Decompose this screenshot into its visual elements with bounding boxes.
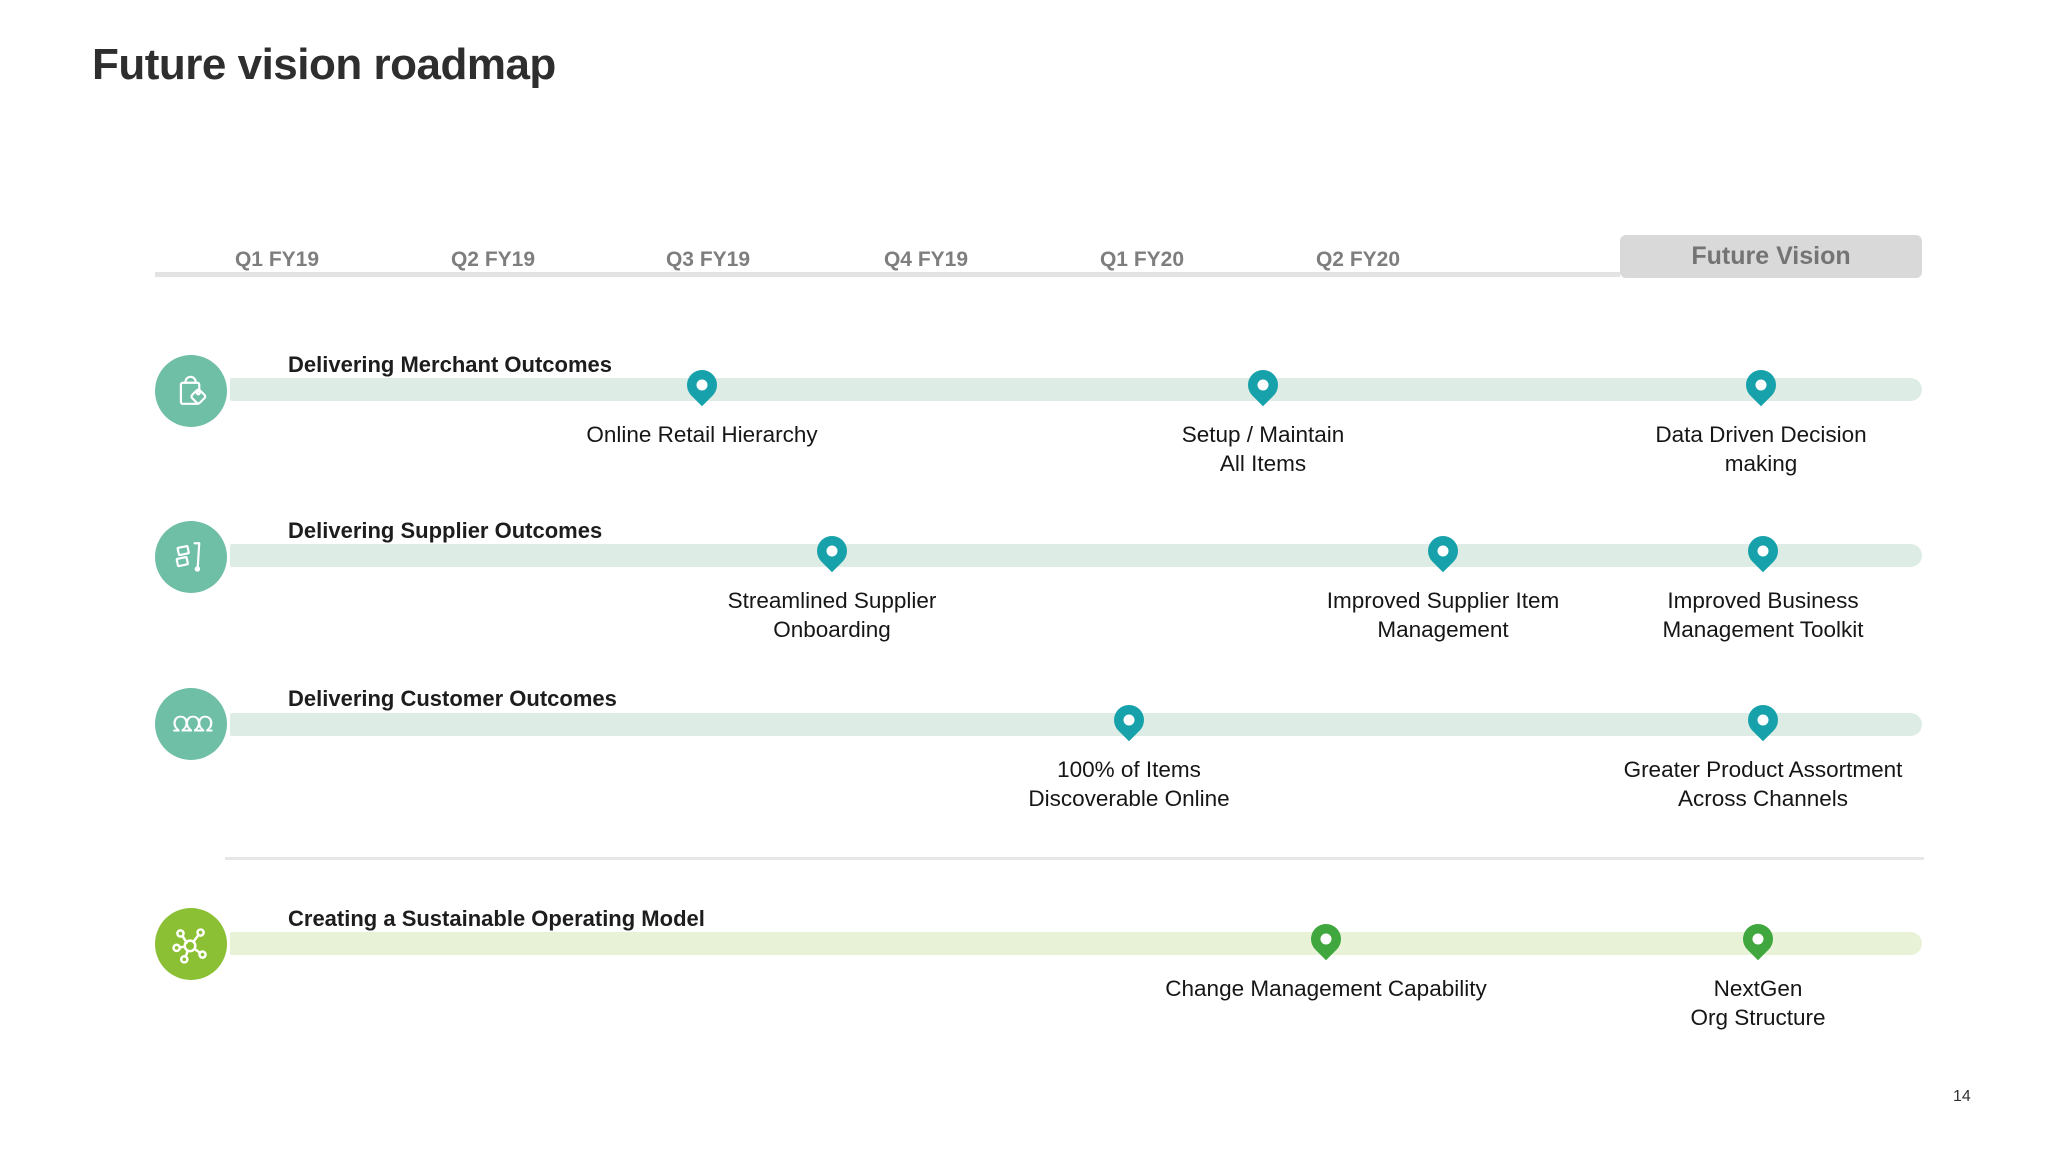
- supplier-icon-badge: [155, 521, 227, 593]
- merchant-icon-badge: [155, 355, 227, 427]
- network-hub-icon: [172, 928, 207, 964]
- milestone-label: Improved Supplier Item Management: [1326, 588, 1560, 642]
- timeline-quarter-q4fy19: Q4 FY19: [883, 248, 969, 271]
- hand-truck-icon: [175, 542, 201, 572]
- row-label-customer-outcomes: Delivering Customer Outcomes: [288, 686, 617, 711]
- milestone-label: Greater Product Assortment Across Channe…: [1623, 757, 1903, 811]
- milestone-label: 100% of Items Discoverable Online: [1028, 757, 1230, 811]
- future-vision-header-box: Future Vision: [1620, 235, 1922, 278]
- page-title: Future vision roadmap: [92, 40, 556, 89]
- timeline-bar-customer: [230, 713, 1922, 736]
- customer-icon-badge: ΩΩΩ: [155, 688, 227, 760]
- milestone-label: Change Management Capability: [1165, 976, 1487, 1001]
- timeline-bar-merchant: [230, 378, 1922, 401]
- milestone-label: Online Retail Hierarchy: [586, 422, 818, 447]
- operating-model-icon-badge: [155, 908, 227, 980]
- svg-text:ΩΩΩ: ΩΩΩ: [173, 712, 214, 737]
- milestone-label: Setup / Maintain All Items: [1181, 422, 1345, 476]
- shopping-bag-tag-icon: [179, 375, 207, 405]
- row-label-supplier-outcomes: Delivering Supplier Outcomes: [288, 518, 603, 543]
- milestone-label: Streamlined Supplier Onboarding: [727, 588, 937, 642]
- page-number: 14: [1953, 1088, 1971, 1105]
- milestone-label: NextGen Org Structure: [1690, 976, 1826, 1030]
- section-divider-line: [225, 857, 1924, 860]
- timeline-quarter-q1fy20: Q1 FY20: [1099, 248, 1185, 271]
- timeline-bar-operating-model: [230, 932, 1922, 955]
- timeline-quarter-q3fy19: Q3 FY19: [665, 248, 751, 271]
- milestone-label: Improved Business Management Toolkit: [1662, 588, 1864, 642]
- timeline-quarter-q1fy19: Q1 FY19: [234, 248, 320, 271]
- timeline-bar-supplier: [230, 544, 1922, 567]
- timeline-quarter-q2fy20: Q2 FY20: [1315, 248, 1401, 271]
- timeline-quarter-q2fy19: Q2 FY19: [450, 248, 536, 271]
- row-label-merchant-outcomes: Delivering Merchant Outcomes: [288, 352, 612, 377]
- people-group-icon: ΩΩΩ: [173, 712, 216, 737]
- milestone-label: Data Driven Decision making: [1655, 422, 1867, 476]
- timeline-axis-line: [155, 272, 1620, 277]
- row-label-operating-model: Creating a Sustainable Operating Model: [288, 906, 705, 931]
